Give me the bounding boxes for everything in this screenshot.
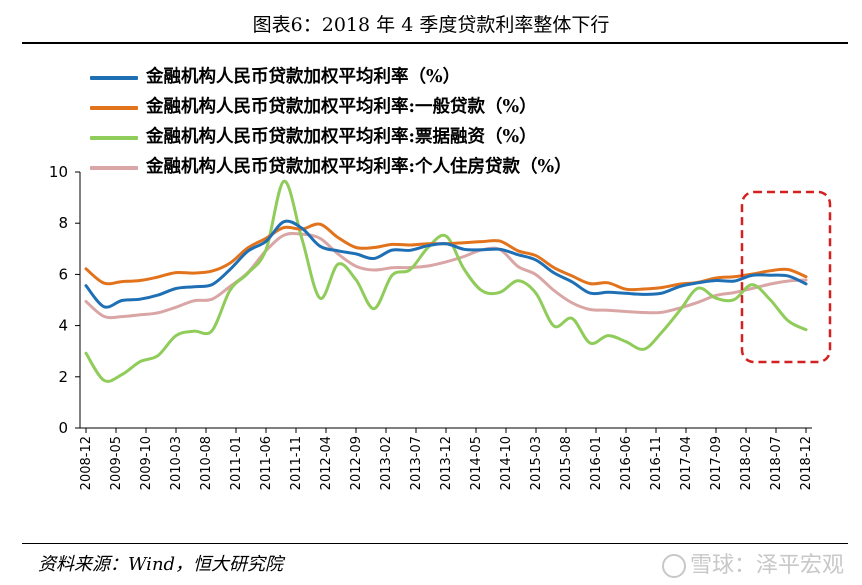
- legend-label-mortgage: 金融机构人民币贷款加权平均利率:个人住房贷款（%）: [146, 157, 572, 177]
- x-tick-label: 2016-11: [649, 436, 664, 490]
- watermark-text: 雪球：泽平宏观: [689, 553, 844, 578]
- x-tick-label: 2013-02: [379, 436, 394, 490]
- x-tick-label: 2011-01: [229, 436, 244, 490]
- x-tick-label: 2013-12: [439, 436, 454, 490]
- x-tick-label: 2018-02: [739, 436, 754, 490]
- chart-annotation: [740, 190, 832, 364]
- y-tick-label: 6: [58, 265, 68, 283]
- source-rule: [22, 543, 848, 544]
- chart-legend: 金融机构人民币贷款加权平均利率（%） 金融机构人民币贷款加权平均利率:一般贷款（…: [90, 62, 572, 182]
- y-tick-label: 8: [58, 214, 68, 232]
- legend-label-bill: 金融机构人民币贷款加权平均利率:票据融资（%）: [146, 127, 537, 147]
- title-rule: [22, 42, 848, 44]
- chart-axes: 0 2 4 6 8 10 2008-12 2009-05 2009-10 2010-03 2010-…: [49, 163, 814, 490]
- x-tick-label: 2010-08: [199, 436, 214, 490]
- x-tick-label: 2016-01: [589, 436, 604, 490]
- x-tick-label: 2009-05: [109, 436, 124, 490]
- x-tick-label: 2014-10: [499, 436, 514, 490]
- watermark: 雪球：泽平宏观: [661, 547, 844, 579]
- x-tick-label: 2012-09: [349, 436, 364, 490]
- y-tick-label: 0: [58, 419, 68, 437]
- x-tick-label: 2018-07: [769, 436, 784, 490]
- x-tick-label: 2009-10: [139, 436, 154, 490]
- series-line-bill: [84, 179, 808, 383]
- x-tick-label: 2008-12: [79, 436, 94, 490]
- x-tick-label: 2017-09: [709, 436, 724, 490]
- legend-swatch-weighted: [90, 75, 138, 80]
- x-tick-label: 2014-05: [469, 436, 484, 490]
- legend-swatch-mortgage: [90, 165, 138, 170]
- series-line-mortgage: [84, 232, 808, 320]
- x-tick-label: 2016-06: [619, 436, 634, 490]
- y-tick-label: 10: [49, 163, 68, 181]
- y-tick-label: 4: [58, 317, 68, 335]
- chart-title: 图表6：2018 年 4 季度贷款利率整体下行: [252, 14, 610, 36]
- legend-item-mortgage: 金融机构人民币贷款加权平均利率:个人住房贷款（%）: [90, 152, 572, 182]
- legend-label-weighted: 金融机构人民币贷款加权平均利率（%）: [146, 67, 461, 87]
- x-tick-label: 2011-06: [259, 436, 274, 490]
- series-line-weighted: [84, 219, 808, 309]
- x-tick-label: 2015-03: [529, 436, 544, 490]
- legend-item-bill: 金融机构人民币贷款加权平均利率:票据融资（%）: [90, 122, 572, 152]
- legend-item-weighted: 金融机构人民币贷款加权平均利率（%）: [90, 62, 572, 92]
- y-tick-label: 2: [58, 368, 68, 386]
- x-tick-label: 2013-07: [409, 436, 424, 490]
- highlight-box: [740, 190, 832, 364]
- snowball-icon: [661, 554, 686, 578]
- x-tick-label: 2017-04: [679, 436, 694, 490]
- series-line-general: [84, 222, 808, 292]
- legend-swatch-bill: [90, 135, 138, 140]
- legend-label-general: 金融机构人民币贷款加权平均利率:一般贷款（%）: [146, 97, 537, 117]
- x-tick-label: 2018-12: [799, 436, 814, 490]
- legend-swatch-general: [90, 105, 138, 110]
- legend-item-general: 金融机构人民币贷款加权平均利率:一般贷款（%）: [90, 92, 572, 122]
- x-tick-label: 2012-04: [319, 436, 334, 490]
- x-tick-label: 2010-03: [169, 436, 184, 490]
- x-tick-label: 2015-08: [559, 436, 574, 490]
- source-note: 资料来源：Wind，恒大研究院: [38, 554, 284, 575]
- chart-series: [84, 179, 808, 383]
- x-tick-label: 2011-11: [289, 436, 304, 490]
